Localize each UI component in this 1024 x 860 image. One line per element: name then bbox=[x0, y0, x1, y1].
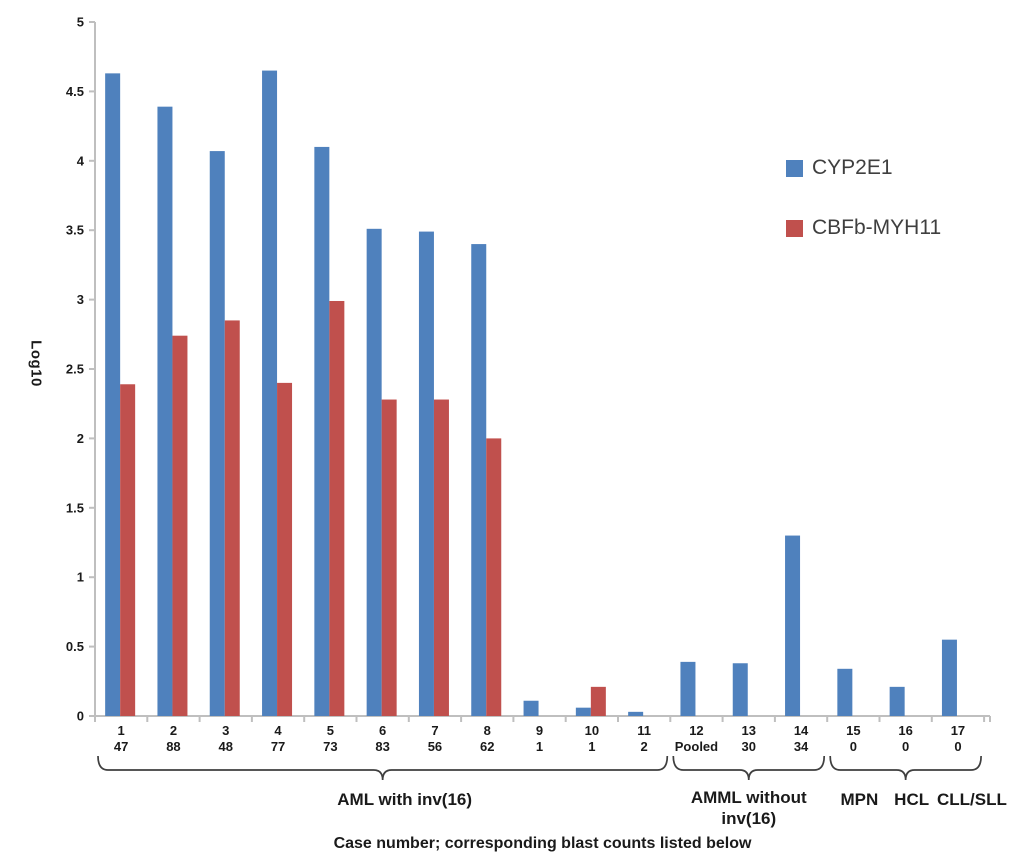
bar-cbfb-myh11-case-3 bbox=[224, 320, 240, 716]
case-number-label: 3 bbox=[222, 723, 229, 738]
y-tick-label: 1 bbox=[77, 570, 84, 585]
blast-count-label: 56 bbox=[428, 739, 442, 754]
blast-count-label: 83 bbox=[375, 739, 389, 754]
x-axis-title: Case number; corresponding blast counts … bbox=[333, 835, 752, 852]
legend-item-cyp2e1: CYP2E1 bbox=[786, 156, 941, 180]
bar-cyp2e1-case-8 bbox=[471, 244, 487, 716]
bar-cyp2e1-case-2 bbox=[157, 106, 173, 717]
blast-count-label: 34 bbox=[794, 739, 809, 754]
blast-count-label: 62 bbox=[480, 739, 494, 754]
blast-count-label: 77 bbox=[271, 739, 285, 754]
case-number-label: 6 bbox=[379, 723, 386, 738]
case-number-label: 4 bbox=[274, 723, 282, 738]
bar-cyp2e1-case-1 bbox=[105, 73, 121, 716]
case-number-label: 5 bbox=[327, 723, 334, 738]
group-label-mpn: MPN bbox=[840, 790, 878, 809]
blast-count-label: 2 bbox=[641, 739, 648, 754]
bar-cyp2e1-case-7 bbox=[418, 231, 434, 716]
bar-cbfb-myh11-case-6 bbox=[381, 399, 397, 716]
legend-label-cbfb-myh11: CBFb-MYH11 bbox=[812, 216, 942, 239]
blast-count-label: 47 bbox=[114, 739, 128, 754]
group-label: AML with inv(16) bbox=[337, 790, 472, 809]
blast-count-label: 0 bbox=[850, 739, 857, 754]
case-number-label: 12 bbox=[689, 723, 703, 738]
bar-cyp2e1-case-11 bbox=[628, 711, 644, 716]
y-tick-label: 0 bbox=[77, 709, 84, 724]
bar-cyp2e1-case-9 bbox=[523, 700, 539, 716]
case-number-label: 8 bbox=[484, 723, 491, 738]
y-tick-label: 5 bbox=[77, 15, 84, 30]
group-label-hcl: HCL bbox=[894, 790, 929, 809]
bar-cyp2e1-case-3 bbox=[209, 151, 225, 717]
bar-cbfb-myh11-case-1 bbox=[120, 384, 136, 716]
case-number-label: 15 bbox=[846, 723, 860, 738]
case-number-label: 10 bbox=[585, 723, 599, 738]
group-bracket bbox=[672, 755, 826, 781]
blast-count-label: 0 bbox=[902, 739, 909, 754]
case-number-label: 14 bbox=[794, 723, 809, 738]
blast-count-label: Pooled bbox=[675, 739, 718, 754]
bar-cyp2e1-case-6 bbox=[366, 228, 382, 716]
legend: CYP2E1 CBFb-MYH11 bbox=[786, 156, 941, 240]
bar-cbfb-myh11-case-10 bbox=[590, 686, 606, 716]
y-tick-label: 2.5 bbox=[66, 362, 84, 377]
blast-count-label: 48 bbox=[219, 739, 233, 754]
blast-count-label: 1 bbox=[588, 739, 595, 754]
y-tick-label: 1.5 bbox=[66, 500, 84, 515]
bar-cbfb-myh11-case-7 bbox=[433, 399, 449, 716]
group-bracket bbox=[97, 755, 669, 781]
bar-cyp2e1-case-5 bbox=[314, 146, 330, 717]
y-tick-label: 3.5 bbox=[66, 223, 84, 238]
bar-cyp2e1-case-10 bbox=[575, 707, 591, 716]
legend-swatch-cbfb-myh11 bbox=[786, 219, 803, 237]
bar-cbfb-myh11-case-4 bbox=[277, 382, 293, 716]
bar-cyp2e1-case-14 bbox=[785, 535, 801, 716]
y-tick-label: 4.5 bbox=[66, 84, 84, 99]
blast-count-label: 30 bbox=[742, 739, 756, 754]
group-label-line2: inv(16) bbox=[721, 809, 776, 828]
bar-cbfb-myh11-case-2 bbox=[172, 335, 188, 716]
legend-item-cbfb-myh11: CBFb-MYH11 bbox=[786, 216, 941, 240]
blast-count-label: 0 bbox=[954, 739, 961, 754]
group-bracket bbox=[829, 755, 982, 781]
case-number-label: 17 bbox=[951, 723, 965, 738]
legend-label-cyp2e1: CYP2E1 bbox=[812, 156, 893, 179]
blast-count-label: 73 bbox=[323, 739, 337, 754]
bar-cyp2e1-case-17 bbox=[941, 639, 957, 716]
bar-cyp2e1-case-12 bbox=[680, 661, 696, 716]
blast-count-label: 88 bbox=[166, 739, 180, 754]
y-tick-label: 2 bbox=[77, 431, 84, 446]
legend-swatch-cyp2e1 bbox=[786, 159, 803, 177]
y-tick-label: 4 bbox=[77, 153, 85, 168]
case-number-label: 1 bbox=[118, 723, 125, 738]
case-number-label: 2 bbox=[170, 723, 177, 738]
case-number-label: 13 bbox=[742, 723, 756, 738]
case-number-label: 11 bbox=[637, 723, 651, 738]
y-tick-label: 3 bbox=[77, 292, 84, 307]
bar-cyp2e1-case-16 bbox=[889, 686, 905, 716]
bar-cbfb-myh11-case-5 bbox=[329, 300, 345, 716]
case-number-label: 9 bbox=[536, 723, 543, 738]
y-tick-label: 0.5 bbox=[66, 639, 84, 654]
group-label-line1: AMML without bbox=[691, 788, 807, 807]
bar-cyp2e1-case-13 bbox=[732, 663, 748, 716]
bar-cbfb-myh11-case-8 bbox=[486, 438, 502, 716]
bar-cyp2e1-case-4 bbox=[262, 70, 278, 716]
case-number-label: 16 bbox=[898, 723, 912, 738]
group-label-cllsll: CLL/SLL bbox=[937, 790, 1007, 809]
bar-cyp2e1-case-15 bbox=[837, 668, 853, 716]
case-number-label: 7 bbox=[431, 723, 438, 738]
blast-count-label: 1 bbox=[536, 739, 543, 754]
